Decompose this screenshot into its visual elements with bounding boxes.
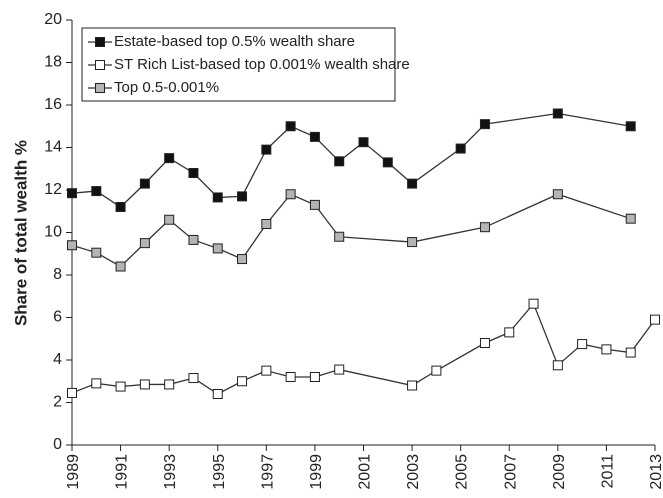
marker [479, 222, 490, 233]
y-tick-label: 2 [53, 394, 62, 411]
marker [285, 372, 296, 382]
marker [115, 202, 126, 212]
marker [455, 143, 466, 154]
marker [577, 339, 588, 350]
legend-marker [95, 60, 105, 70]
marker [139, 238, 150, 249]
marker [261, 365, 272, 376]
x-tick-label: 2009 [551, 454, 568, 490]
y-tick-label: 0 [53, 436, 62, 453]
marker [601, 344, 612, 355]
marker [407, 178, 418, 189]
marker [382, 157, 393, 168]
x-tick-label: 1993 [162, 454, 179, 490]
marker [139, 178, 150, 189]
x-tick-label: 2007 [502, 454, 519, 490]
marker [504, 327, 515, 338]
series-line [71, 302, 656, 395]
marker [67, 387, 77, 398]
y-tick-label: 8 [53, 266, 62, 283]
marker [164, 379, 175, 390]
x-tick-label: 2001 [357, 454, 374, 490]
marker [237, 254, 248, 265]
marker [431, 365, 442, 376]
marker [285, 121, 296, 132]
x-tick-label: 1997 [259, 454, 276, 490]
marker [479, 338, 490, 348]
y-tick-label: 14 [44, 139, 62, 156]
legend-marker [95, 83, 105, 93]
marker [212, 243, 223, 254]
x-tick-label: 2003 [405, 454, 422, 490]
x-tick-label: 1991 [114, 454, 131, 490]
y-axis-label: Share of total wealth % [11, 140, 30, 326]
marker [309, 131, 320, 142]
marker [188, 234, 199, 245]
marker [212, 389, 223, 399]
y-tick-label: 18 [44, 54, 62, 71]
x-tick-label: 2005 [454, 454, 471, 490]
marker [650, 314, 660, 325]
marker [625, 347, 636, 358]
marker [334, 156, 345, 167]
marker [407, 237, 418, 248]
marker [625, 213, 636, 224]
y-tick-label: 6 [53, 309, 62, 326]
x-tick-label: 2011 [599, 454, 616, 489]
series-line [71, 112, 631, 208]
marker [188, 168, 199, 178]
marker [237, 191, 248, 202]
marker [285, 189, 296, 200]
marker [261, 144, 272, 155]
legend-label: ST Rich List-based top 0.001% wealth sha… [114, 56, 410, 73]
marker [309, 372, 320, 382]
marker [261, 219, 272, 229]
y-tick-label: 20 [44, 11, 62, 28]
marker [334, 231, 345, 242]
legend-label: Estate-based top 0.5% wealth share [114, 33, 355, 50]
series-line [71, 193, 631, 268]
marker [91, 186, 102, 197]
marker [212, 192, 223, 203]
x-tick-label: 1999 [308, 454, 325, 490]
marker [91, 378, 102, 389]
x-tick-label: 2013 [648, 454, 663, 490]
y-tick-label: 4 [53, 351, 62, 368]
marker [358, 137, 369, 148]
marker [67, 188, 77, 199]
marker [115, 381, 126, 392]
marker [309, 199, 320, 210]
x-tick-label: 1995 [211, 454, 228, 490]
marker [139, 379, 150, 390]
x-tick-label: 1989 [65, 454, 82, 490]
marker [552, 189, 563, 200]
legend-box [81, 27, 396, 102]
marker [91, 247, 102, 258]
marker [164, 153, 175, 164]
y-tick-label: 10 [44, 224, 62, 241]
legend-label: Top 0.5-0.001% [114, 79, 219, 96]
marker [334, 364, 345, 375]
marker [237, 376, 248, 387]
y-tick-label: 12 [44, 181, 62, 198]
marker [115, 261, 126, 272]
marker [188, 373, 199, 384]
marker [552, 360, 563, 371]
marker [528, 298, 539, 309]
marker [625, 121, 636, 132]
marker [552, 108, 563, 119]
marker [407, 380, 418, 391]
marker [164, 214, 175, 225]
marker [479, 119, 490, 130]
y-tick-label: 16 [44, 96, 62, 113]
legend-marker [95, 37, 105, 47]
marker [67, 240, 77, 251]
